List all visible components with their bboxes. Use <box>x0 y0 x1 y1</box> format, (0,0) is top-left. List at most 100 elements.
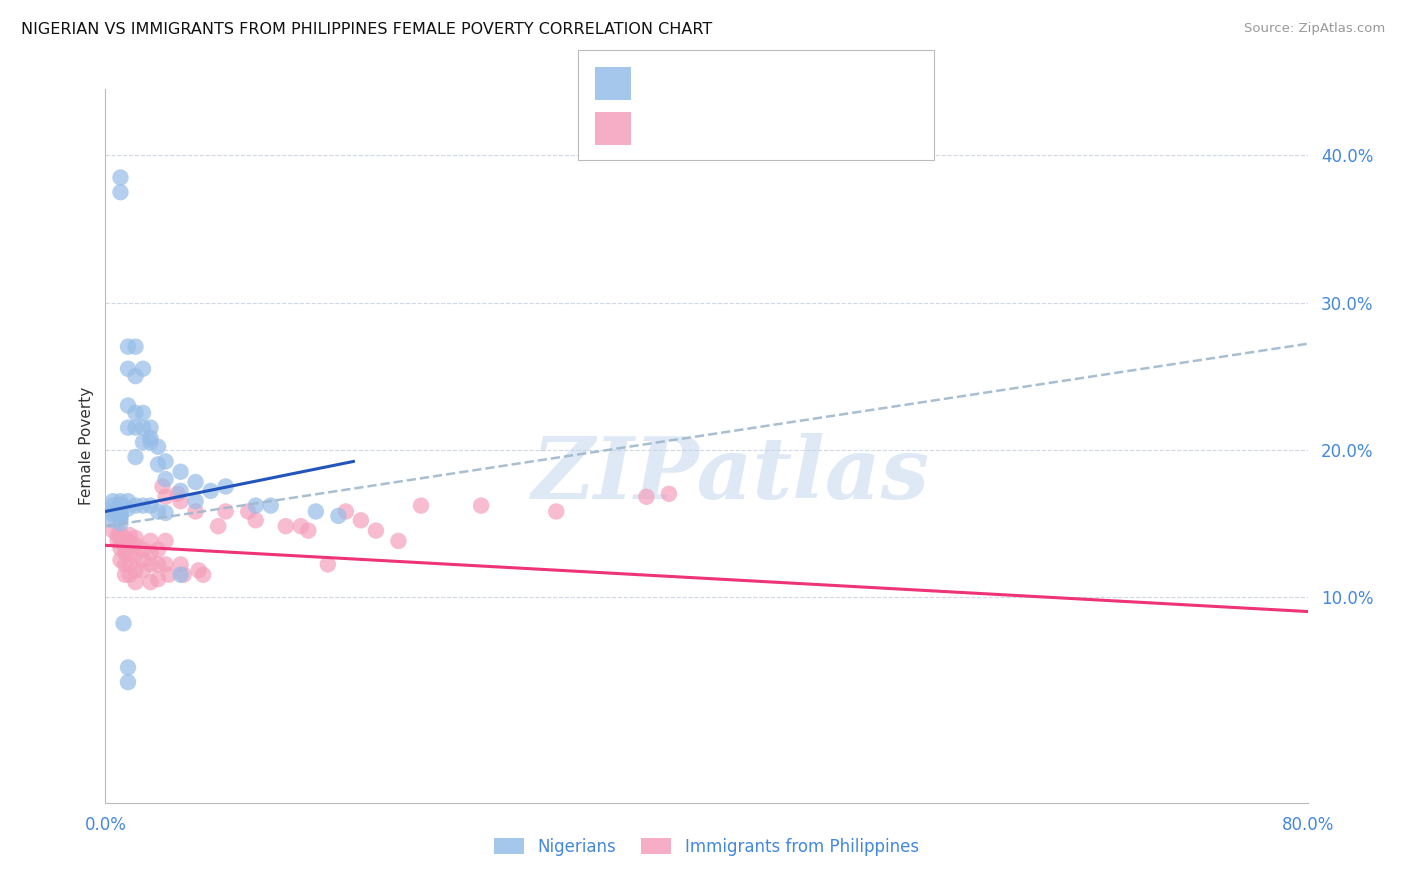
Point <box>200 483 222 498</box>
Point <box>118 558 141 572</box>
Point <box>114 531 136 545</box>
Point <box>118 567 141 582</box>
Point <box>155 490 177 504</box>
Y-axis label: Female Poverty: Female Poverty <box>79 387 94 505</box>
Point <box>152 479 174 493</box>
Point <box>546 504 568 518</box>
Point <box>110 506 132 520</box>
Point <box>139 533 162 548</box>
Point <box>101 513 124 527</box>
Point <box>114 558 136 572</box>
Point <box>110 516 132 531</box>
Point <box>636 490 658 504</box>
Point <box>124 450 146 464</box>
Point <box>124 369 146 384</box>
Point <box>118 535 141 549</box>
Point <box>184 504 207 518</box>
Point <box>274 519 297 533</box>
Point <box>139 558 162 572</box>
Point <box>191 567 214 582</box>
Point <box>184 494 207 508</box>
Point <box>350 513 373 527</box>
Point <box>132 553 155 567</box>
Point <box>169 558 191 572</box>
Point <box>124 420 146 434</box>
Point <box>110 553 132 567</box>
Point <box>139 499 162 513</box>
Point <box>139 435 162 450</box>
Point <box>124 531 146 545</box>
Point <box>112 616 135 631</box>
Point <box>305 504 328 518</box>
Text: NIGERIAN VS IMMIGRANTS FROM PHILIPPINES FEMALE POVERTY CORRELATION CHART: NIGERIAN VS IMMIGRANTS FROM PHILIPPINES … <box>21 22 713 37</box>
Point <box>110 508 132 523</box>
Point <box>260 499 283 513</box>
Point <box>110 533 132 548</box>
Point <box>101 508 124 522</box>
Text: R =   0.113   N = 56: R = 0.113 N = 56 <box>640 74 821 92</box>
Point <box>110 541 132 556</box>
Point <box>117 399 139 413</box>
Point <box>146 542 169 557</box>
Point <box>328 508 350 523</box>
Point <box>124 563 146 577</box>
Point <box>297 524 319 538</box>
Point <box>110 501 132 516</box>
Point <box>110 526 132 541</box>
Point <box>124 549 146 563</box>
Point <box>173 567 195 582</box>
Point <box>470 499 492 513</box>
Point <box>132 406 155 420</box>
Point <box>169 483 191 498</box>
Point <box>110 170 132 185</box>
Point <box>124 575 146 590</box>
Point <box>117 361 139 376</box>
Point <box>155 533 177 548</box>
Point <box>132 435 155 450</box>
Point <box>117 501 139 516</box>
Point <box>169 567 191 582</box>
Text: ZIPatlas: ZIPatlas <box>531 433 929 516</box>
Point <box>101 504 124 518</box>
Point <box>132 361 155 376</box>
Point <box>124 499 146 513</box>
Point <box>155 472 177 486</box>
Point <box>132 542 155 557</box>
Point <box>214 504 236 518</box>
Point <box>101 499 124 513</box>
Point <box>114 567 136 582</box>
Point <box>124 340 146 354</box>
Point <box>117 340 139 354</box>
Point <box>132 420 155 434</box>
Point <box>169 465 191 479</box>
Point <box>238 504 260 518</box>
Text: Source: ZipAtlas.com: Source: ZipAtlas.com <box>1244 22 1385 36</box>
Point <box>166 487 188 501</box>
Point <box>132 499 155 513</box>
Point <box>290 519 312 533</box>
Point <box>245 513 267 527</box>
Point <box>118 528 141 542</box>
Point <box>387 533 409 548</box>
Point <box>335 504 357 518</box>
Point <box>139 546 162 560</box>
Point <box>107 533 129 548</box>
Point <box>214 479 236 493</box>
Point <box>184 475 207 489</box>
Point <box>146 504 169 518</box>
Point <box>409 499 432 513</box>
Point <box>146 458 169 472</box>
Point <box>110 497 132 511</box>
Point <box>110 185 132 199</box>
Point <box>114 538 136 552</box>
Point <box>139 420 162 434</box>
Point <box>155 454 177 468</box>
Point <box>155 506 177 520</box>
Point <box>117 675 139 690</box>
Point <box>117 660 139 674</box>
Point <box>124 538 146 552</box>
Point <box>110 494 132 508</box>
Point <box>101 524 124 538</box>
Point <box>110 512 132 526</box>
Point <box>132 563 155 577</box>
